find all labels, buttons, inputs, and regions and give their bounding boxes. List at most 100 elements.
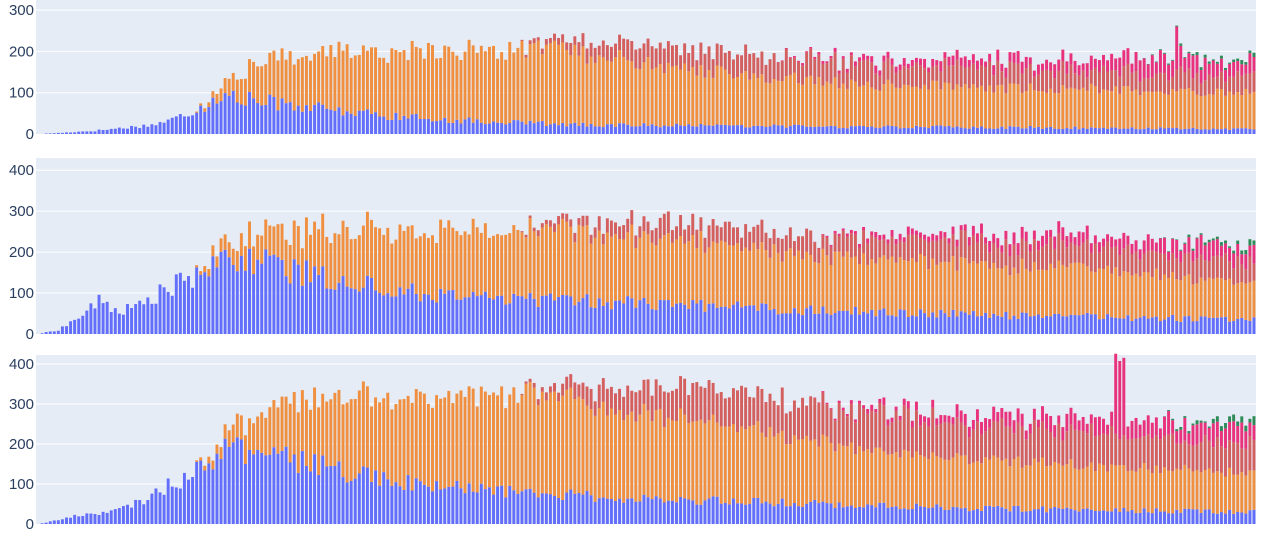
bar-segment	[740, 251, 744, 308]
bar-segment	[727, 74, 731, 126]
bar-segment	[370, 481, 373, 524]
bar-segment	[723, 426, 727, 503]
bar-segment	[496, 58, 500, 123]
bar-segment	[723, 124, 727, 134]
bar-segment	[923, 234, 927, 240]
bar-segment	[1252, 317, 1256, 334]
bar-segment	[988, 61, 992, 86]
bar-segment	[81, 131, 85, 134]
bar-segment	[1085, 433, 1089, 467]
bar-segment	[1093, 272, 1097, 315]
bar-segment	[1110, 127, 1114, 134]
bar-segment	[492, 494, 495, 524]
bar-segment	[1065, 507, 1069, 524]
bar-segment	[715, 422, 719, 497]
bar-segment	[963, 128, 967, 134]
bar-segment	[719, 44, 723, 67]
bar-segment	[1061, 440, 1065, 466]
bar-segment	[239, 233, 243, 256]
bar-segment	[792, 435, 796, 504]
bar-segment	[967, 314, 971, 334]
bar-segment	[870, 309, 874, 334]
bar-segment	[374, 47, 378, 113]
bar-segment	[813, 58, 817, 85]
bar-segment	[642, 231, 646, 298]
bar-segment	[1154, 417, 1158, 436]
bar-segment	[1191, 471, 1195, 510]
bar-segment	[585, 386, 589, 406]
bar-segment	[947, 65, 951, 84]
bar-segment	[1020, 413, 1024, 427]
bar-segment	[309, 234, 312, 283]
bar-segment	[805, 52, 809, 77]
bar-segment	[675, 502, 678, 524]
bar-segment	[638, 226, 642, 238]
bar-segment	[1081, 128, 1085, 134]
bar-segment	[1008, 83, 1012, 127]
bar-segment	[866, 127, 870, 134]
bar-segment	[1073, 315, 1077, 334]
bar-segment	[1183, 275, 1187, 317]
bar-segment	[662, 300, 666, 334]
bar-segment	[1077, 469, 1081, 512]
bar-segment	[296, 226, 300, 265]
bar-segment	[483, 51, 487, 125]
bar-segment	[280, 450, 284, 524]
bar-segment	[1248, 239, 1252, 246]
bar-segment	[300, 451, 304, 524]
bar-segment	[776, 503, 780, 524]
bar-segment	[589, 234, 593, 244]
bar-segment	[532, 492, 536, 524]
bar-segment	[662, 48, 666, 73]
bar-segment	[370, 406, 373, 482]
bar-segment	[967, 128, 971, 134]
bar-segment	[870, 410, 874, 454]
bar-segment	[203, 470, 207, 524]
bar-segment	[1093, 235, 1097, 244]
bar-segment	[984, 312, 988, 334]
bar-segment	[337, 107, 341, 134]
bar-segment	[870, 235, 874, 259]
bar-segment	[435, 302, 439, 334]
bar-segment	[1049, 432, 1053, 466]
bar-segment	[1057, 129, 1061, 134]
bar-segment	[349, 480, 353, 524]
bar-segment	[264, 219, 268, 250]
bar-segment	[874, 507, 878, 524]
bar-segment	[752, 125, 756, 134]
bar-segment	[1167, 260, 1171, 278]
bar-segment	[601, 127, 605, 134]
bar-segment	[996, 421, 1000, 458]
bar-segment	[532, 227, 536, 232]
bar-segment	[683, 126, 687, 134]
bar-segment	[1134, 273, 1138, 319]
bar-segment	[1211, 423, 1215, 448]
bar-segment	[707, 420, 711, 499]
bar-segment	[1146, 512, 1150, 524]
bar-segment	[337, 461, 341, 524]
bar-segment	[866, 504, 870, 524]
bar-segment	[1228, 261, 1232, 279]
bar-segment	[605, 498, 609, 524]
bar-segment	[1053, 437, 1057, 462]
bar-segment	[528, 488, 532, 524]
bar-segment	[378, 402, 382, 486]
bar-segment	[536, 405, 540, 498]
bar-segment	[492, 299, 495, 334]
bar-segment	[756, 310, 760, 334]
bar-segment	[272, 254, 276, 334]
bar-segment	[577, 396, 581, 493]
bar-segment	[569, 489, 573, 524]
bar-segment	[797, 439, 800, 507]
bar-segment	[1158, 253, 1162, 280]
bar-segment	[914, 86, 918, 126]
bar-segment	[634, 68, 638, 127]
bar-segment	[862, 126, 866, 134]
bar-segment	[1179, 443, 1183, 470]
bar-segment	[532, 123, 536, 134]
bar-segment	[463, 231, 467, 298]
bar-segment	[906, 316, 910, 334]
bar-segment	[496, 295, 500, 334]
bar-segment	[1016, 51, 1020, 64]
bar-segment	[386, 62, 390, 121]
